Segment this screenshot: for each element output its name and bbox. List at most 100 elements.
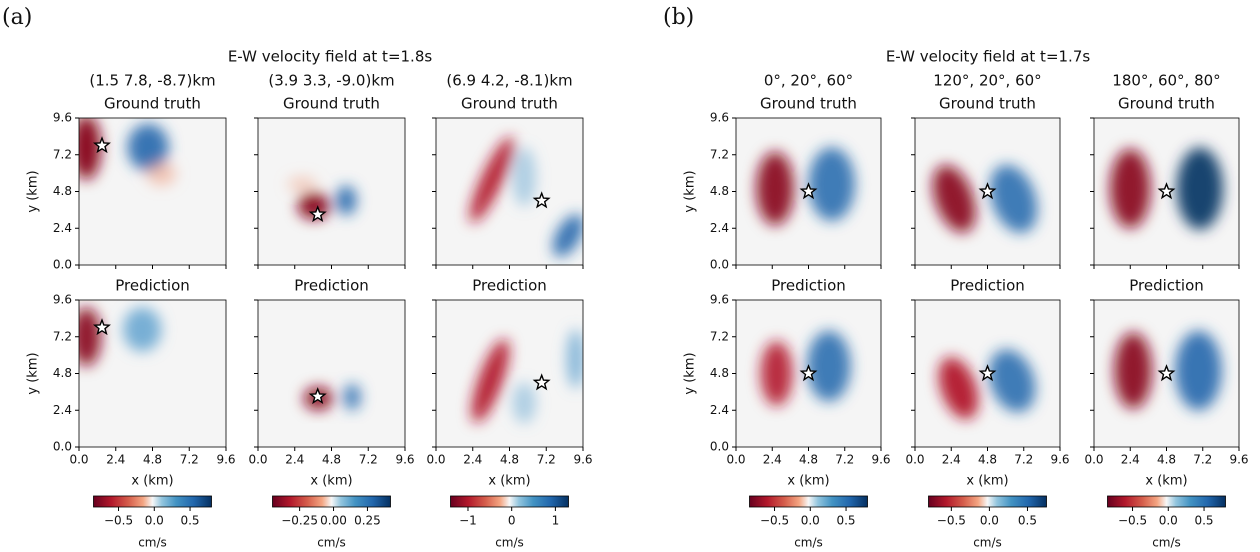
row-title: Ground truth <box>760 95 857 113</box>
field-blob <box>756 151 795 226</box>
field <box>469 136 583 257</box>
y-tick-label: 9.6 <box>710 111 729 125</box>
column-header: (1.5 7.8, -8.7)km <box>89 72 215 90</box>
field-blob <box>938 357 979 420</box>
field <box>1109 147 1224 230</box>
field-blob <box>989 164 1038 233</box>
source-star <box>1157 364 1176 382</box>
source-star <box>799 182 818 200</box>
x-tick-label: 0.0 <box>69 453 88 467</box>
colorbar-label: cm/s <box>794 536 823 550</box>
x-tick-label: 9.6 <box>1050 453 1069 467</box>
source-star <box>532 191 551 209</box>
x-tick-label: 4.8 <box>978 453 997 467</box>
field-blob <box>552 214 583 257</box>
colorbar-tick-label: 0.0 <box>145 514 164 528</box>
colorbar-tick-label: 0.00 <box>320 514 347 528</box>
colorbar-tick-label: 0.5 <box>836 514 855 528</box>
field-blobs <box>756 147 855 226</box>
y-tick-label: 4.8 <box>710 366 729 380</box>
x-tick-label: 4.8 <box>322 453 341 467</box>
y-axis-label: y (km) <box>683 170 698 212</box>
field-blob <box>808 147 855 221</box>
y-tick-label: 7.2 <box>53 147 72 161</box>
field-blob <box>79 118 102 180</box>
x-axis-label: x (km) <box>966 474 1008 489</box>
field-blob <box>512 382 536 424</box>
row-title: Ground truth <box>283 95 380 113</box>
colorbar-tick-label: 0.5 <box>1018 514 1037 528</box>
y-tick-label: 0.0 <box>710 258 729 272</box>
row-title: Prediction <box>1129 277 1204 295</box>
panel-bg <box>258 118 405 265</box>
x-tick-label: 2.4 <box>942 453 961 467</box>
colorbar-tick-label: −0.5 <box>760 514 789 528</box>
colorbar-tick-label: 0.0 <box>801 514 820 528</box>
x-axis-label: x (km) <box>787 474 829 489</box>
colorbar-tick-label: −0.5 <box>937 514 966 528</box>
colorbar-tick-label: −0.25 <box>281 514 318 528</box>
column-header: 120°, 20°, 60° <box>933 72 1041 90</box>
y-tick-label: 0.0 <box>53 440 72 454</box>
y-tick-label: 0.0 <box>53 258 72 272</box>
row-title: Ground truth <box>939 95 1036 113</box>
x-axis-label: x (km) <box>131 474 173 489</box>
x-tick-label: 7.2 <box>180 453 199 467</box>
row-title: Prediction <box>294 277 369 295</box>
x-tick-label: 0.0 <box>905 453 924 467</box>
x-tick-label: 7.2 <box>1014 453 1033 467</box>
x-axis-label: x (km) <box>488 474 530 489</box>
field-blob <box>335 185 357 216</box>
source-star <box>1157 182 1176 200</box>
colorbar <box>749 495 868 508</box>
field-blob <box>471 339 510 423</box>
field-blob <box>127 123 169 171</box>
source-star <box>799 364 818 382</box>
field-blob <box>1109 148 1151 229</box>
group-title: E-W velocity field at t=1.8s <box>228 48 433 66</box>
colorbar-tick-label: 0.0 <box>980 514 999 528</box>
column-header: (3.9 3.3, -9.0)km <box>268 72 394 90</box>
x-tick-label: 7.2 <box>1193 453 1212 467</box>
y-tick-label: 2.4 <box>53 403 72 417</box>
column-header: 180°, 60°, 80° <box>1112 72 1220 90</box>
colorbar-label: cm/s <box>973 536 1002 550</box>
source-star <box>978 182 997 200</box>
field-blobs <box>938 349 1036 420</box>
y-tick-label: 9.6 <box>53 111 72 125</box>
x-tick-label: 2.4 <box>1121 453 1140 467</box>
x-tick-label: 4.8 <box>143 453 162 467</box>
x-tick-label: 9.6 <box>1229 453 1248 467</box>
colorbar-label: cm/s <box>138 536 167 550</box>
x-tick-label: 0.0 <box>426 453 445 467</box>
field-blob <box>988 349 1036 413</box>
colorbar-label: cm/s <box>1152 536 1181 550</box>
row-title: Prediction <box>115 277 190 295</box>
field <box>471 329 583 424</box>
field-blob <box>1175 330 1222 411</box>
field-blobs <box>79 118 177 186</box>
x-tick-label: 9.6 <box>216 453 235 467</box>
field-blobs <box>1114 330 1222 411</box>
y-tick-label: 2.4 <box>53 221 72 235</box>
colorbar <box>93 495 212 508</box>
y-axis-label: y (km) <box>683 352 698 394</box>
row-title: Ground truth <box>104 95 201 113</box>
colorbar-tick-label: 0.5 <box>1194 514 1213 528</box>
source-star <box>92 318 111 336</box>
y-tick-label: 4.8 <box>53 366 72 380</box>
colorbar <box>1107 495 1226 508</box>
y-tick-label: 4.8 <box>710 184 729 198</box>
x-tick-label: 4.8 <box>799 453 818 467</box>
colorbar <box>450 495 569 508</box>
field <box>1114 330 1222 411</box>
field-blobs <box>469 136 583 257</box>
column-header: 0°, 20°, 60° <box>764 72 853 90</box>
field-blobs <box>1109 147 1224 230</box>
field-blob <box>512 147 536 207</box>
y-tick-label: 4.8 <box>53 184 72 198</box>
field-blob <box>343 383 361 411</box>
y-tick-label: 9.6 <box>53 293 72 307</box>
field-blob <box>1176 147 1224 230</box>
